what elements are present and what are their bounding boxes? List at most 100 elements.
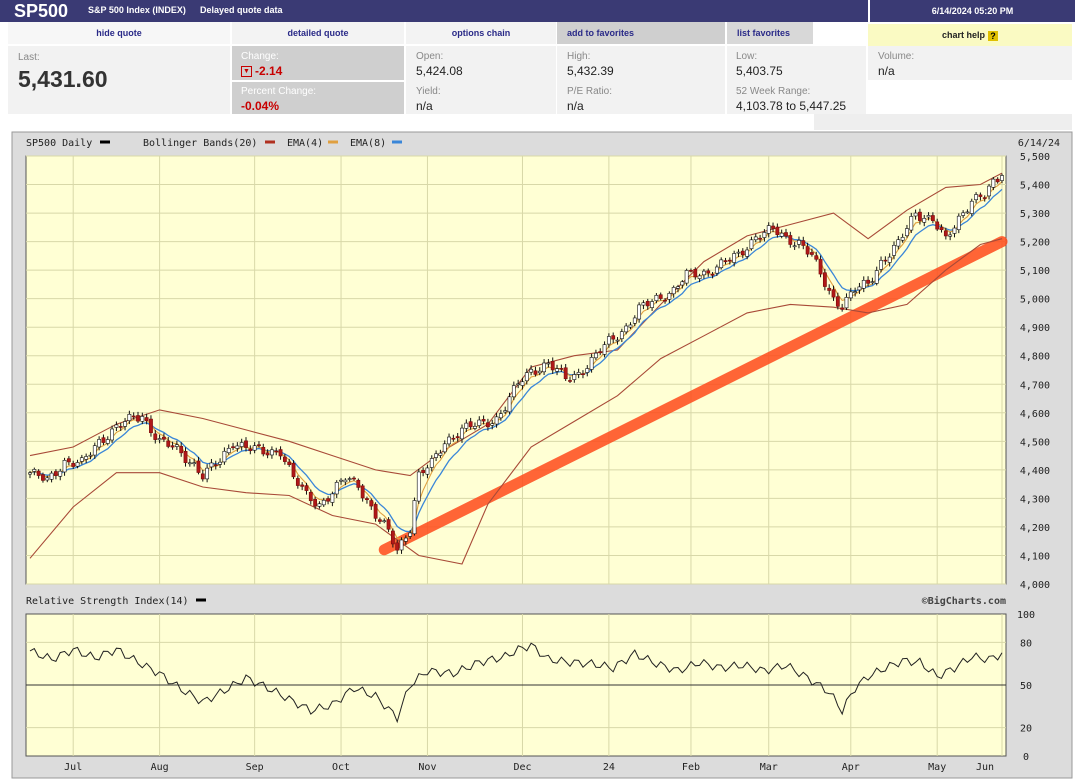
candle-body <box>520 381 525 386</box>
candle-body <box>727 259 732 262</box>
down-arrow-icon: ▼ <box>241 66 252 78</box>
candle-body <box>41 474 45 481</box>
candle-body <box>54 471 58 476</box>
price-ytick-label: 4,000 <box>1020 580 1050 591</box>
candle-body <box>762 232 767 238</box>
candle-body <box>745 249 750 257</box>
list-favorites-link[interactable]: list favorites <box>727 22 813 44</box>
candle-body <box>399 539 404 551</box>
candle-body <box>28 472 32 475</box>
candle-body <box>45 477 50 481</box>
candle-body <box>624 325 629 333</box>
chart-help-link[interactable]: chart help? <box>868 24 1072 46</box>
candle-body <box>300 484 305 487</box>
candle-body <box>905 228 909 237</box>
candle-body <box>939 227 944 231</box>
candle-body <box>486 422 490 428</box>
candle-body <box>602 344 607 355</box>
candle-body <box>779 232 784 237</box>
price-ytick-label: 4,900 <box>1020 323 1050 334</box>
candle-body <box>438 452 443 456</box>
candle-body <box>853 291 858 294</box>
candle-body <box>257 444 261 447</box>
pe-label: P/E Ratio: <box>567 86 613 97</box>
help-icon: ? <box>988 30 998 41</box>
candle-body <box>956 215 961 230</box>
candle-body <box>507 396 512 413</box>
candle-body <box>689 270 693 272</box>
range-label: 52 Week Range: <box>736 86 811 97</box>
candle-body <box>663 299 667 302</box>
candle-body <box>334 482 339 495</box>
candle-body <box>697 275 702 279</box>
candle-body <box>537 370 542 374</box>
candle-body <box>209 462 214 468</box>
last-cell: Last: 5,431.60 <box>8 46 230 114</box>
hide-quote-link[interactable]: hide quote <box>8 22 230 44</box>
candle-body <box>978 194 983 197</box>
candle-body <box>442 443 447 453</box>
candle-body <box>118 426 123 428</box>
month-tick-label: Oct <box>332 762 350 773</box>
candle-body <box>425 467 430 475</box>
candle-body <box>922 218 927 223</box>
candle-body <box>619 331 624 340</box>
open-yield-cell: Open: 5,424.08 Yield: n/a <box>406 46 556 114</box>
detailed-quote-link[interactable]: detailed quote <box>232 22 404 44</box>
support-trendline <box>378 236 1008 556</box>
candle-body <box>481 419 486 422</box>
candle-body <box>434 453 438 458</box>
pe-value: n/a <box>567 99 584 113</box>
candle-body <box>162 436 166 440</box>
candle-body <box>235 445 240 449</box>
symbol: SP500 <box>14 1 69 21</box>
candle-body <box>213 464 218 466</box>
candle-body <box>524 372 529 382</box>
candle-body <box>170 445 175 448</box>
options-chain-link[interactable]: options chain <box>406 22 556 44</box>
candle-body <box>360 485 365 499</box>
candle-body <box>196 460 201 473</box>
ema4-line <box>29 181 1003 540</box>
candle-body <box>200 473 205 480</box>
candle-body <box>390 530 395 545</box>
high-label: High: <box>567 51 591 62</box>
candle-body <box>676 286 680 289</box>
add-favorites-link[interactable]: add to favorites <box>557 22 725 44</box>
month-tick-label: 24 <box>603 762 615 773</box>
yield-value: n/a <box>416 99 433 113</box>
candle-body <box>585 368 590 373</box>
candle-body <box>810 252 814 255</box>
pct-change-label: Percent Change: <box>241 86 317 97</box>
candle-body <box>645 301 650 307</box>
candle-body <box>814 255 819 260</box>
candle-body <box>114 424 119 428</box>
candle-body <box>140 416 145 422</box>
candle-body <box>598 351 603 354</box>
low-value: 5,403.75 <box>736 64 783 78</box>
candle-body <box>123 421 127 427</box>
low-label: Low: <box>736 51 758 62</box>
price-ytick-label: 5,000 <box>1020 295 1050 306</box>
legend-ema8: EMA(8) <box>350 138 386 149</box>
candle-body <box>347 478 352 480</box>
candle-body <box>248 448 253 451</box>
candle-body <box>231 446 235 449</box>
candle-body <box>714 266 719 274</box>
candle-body <box>451 437 456 440</box>
price-ytick-label: 4,100 <box>1020 551 1050 562</box>
price-ytick-label: 5,100 <box>1020 266 1050 277</box>
candle-body <box>822 272 827 287</box>
candle-body <box>788 235 793 245</box>
candle-body <box>572 374 577 380</box>
candle-body <box>542 362 546 373</box>
bollinger-lower <box>29 238 1003 565</box>
candle-body <box>991 178 996 188</box>
candle-body <box>382 520 387 523</box>
legend-rsi: Relative Strength Index(14) <box>26 596 189 607</box>
ema8-line <box>29 188 1003 533</box>
candle-body <box>313 499 318 507</box>
quote-datetime: 6/14/2024 05:20 PM <box>868 0 1075 22</box>
rsi-ytick-label: 20 <box>1020 724 1032 735</box>
low-range-cell: Low: 5,403.75 52 Week Range: 4,103.78 to… <box>727 46 866 114</box>
